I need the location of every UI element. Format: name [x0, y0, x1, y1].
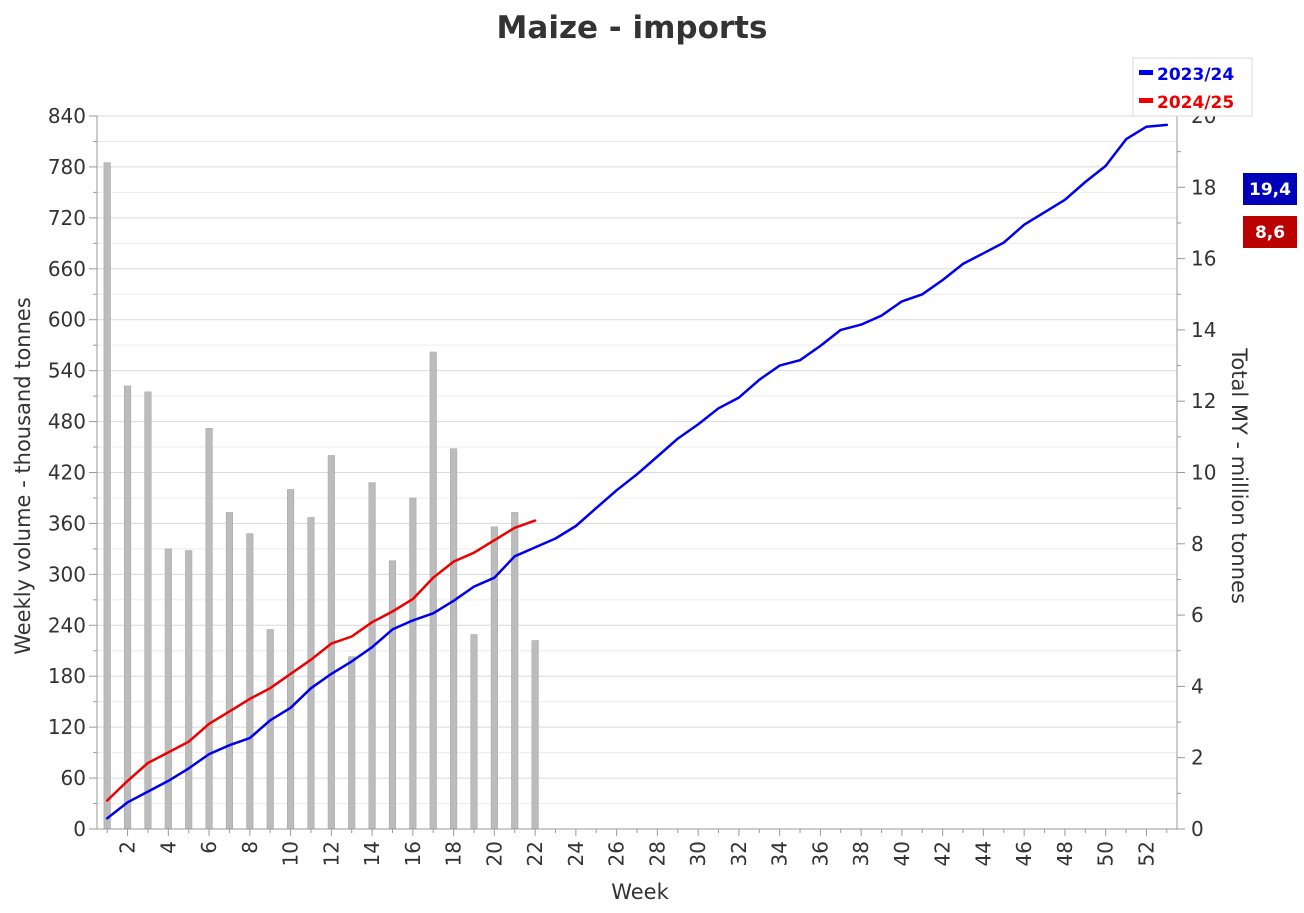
x-tick-label: 30 — [686, 841, 710, 866]
axes: 0601201802403003604204805406006607207808… — [48, 104, 1217, 866]
x-tick-label: 42 — [931, 841, 955, 866]
bar-week-7 — [225, 512, 234, 830]
bar-week-17 — [429, 351, 437, 830]
bar-week-4 — [164, 548, 172, 830]
y-left-tick-label: 360 — [48, 511, 86, 535]
x-tick-label: 12 — [319, 841, 343, 866]
y-left-tick-label: 420 — [48, 461, 86, 485]
bar-week-9 — [266, 629, 274, 830]
y-right-tick-label: 12 — [1191, 389, 1216, 413]
x-tick-label: 18 — [442, 841, 466, 866]
bar-week-6 — [205, 428, 213, 830]
x-tick-label: 24 — [564, 841, 588, 866]
y-axis-left-label: Weekly volume - thousand tonnes — [11, 297, 35, 655]
y-right-tick-label: 4 — [1191, 674, 1204, 698]
y-right-tick-label: 18 — [1191, 175, 1216, 199]
x-tick-label: 36 — [808, 841, 832, 866]
y-right-tick-label: 2 — [1191, 746, 1204, 770]
y-right-tick-label: 6 — [1191, 603, 1204, 627]
y-left-tick-label: 540 — [48, 359, 86, 383]
bar-week-2 — [124, 385, 132, 830]
y-left-tick-label: 480 — [48, 410, 86, 434]
bar-week-18 — [450, 448, 458, 830]
x-tick-label: 10 — [279, 841, 303, 866]
y-left-tick-label: 780 — [48, 155, 86, 179]
end-badge-2023-24 — [1243, 173, 1297, 205]
legend-swatch-2023-24 — [1139, 70, 1153, 75]
x-tick-label: 44 — [971, 841, 995, 866]
y-left-tick-label: 120 — [48, 715, 86, 739]
x-tick-label: 8 — [238, 841, 262, 854]
x-tick-label: 40 — [890, 841, 914, 866]
y-left-tick-label: 300 — [48, 562, 86, 586]
bar-week-13 — [348, 656, 356, 830]
x-tick-label: 20 — [482, 841, 506, 866]
bar-week-11 — [307, 517, 315, 830]
line-series-2023-24 — [105, 123, 1169, 820]
legend-label-2024-25: 2024/25 — [1157, 93, 1234, 113]
bar-week-20 — [490, 526, 498, 830]
x-tick-label: 52 — [1134, 841, 1158, 866]
bar-week-14 — [368, 482, 376, 830]
line-series-2024-25 — [105, 519, 537, 802]
legend: 2023/24 2024/25 — [1132, 57, 1253, 117]
y-axis-right-label: Total MY - million tonnes — [1227, 347, 1251, 604]
legend-swatch-2024-25 — [1139, 98, 1153, 103]
y-right-tick-label: 16 — [1191, 247, 1216, 271]
end-badge-2024-25 — [1243, 216, 1297, 248]
chart-title: Maize - imports — [497, 10, 768, 46]
grid-lines — [97, 115, 1177, 829]
bar-week-22 — [531, 640, 539, 830]
y-right-tick-label: 10 — [1191, 461, 1216, 485]
y-right-tick-label: 0 — [1191, 817, 1204, 841]
y-left-tick-label: 0 — [73, 817, 86, 841]
y-left-tick-label: 720 — [48, 206, 86, 230]
bar-week-1 — [103, 162, 111, 830]
legend-label-2023-24: 2023/24 — [1157, 65, 1234, 85]
y-left-tick-label: 840 — [48, 104, 86, 128]
end-value-badges: 19,4 8,6 — [1243, 173, 1297, 248]
end-label-2024-25: 8,6 — [1255, 223, 1285, 243]
y-left-tick-label: 660 — [48, 257, 86, 281]
y-right-tick-label: 8 — [1191, 532, 1204, 556]
x-axis-label: Week — [611, 880, 669, 904]
x-tick-label: 38 — [849, 841, 873, 866]
x-tick-label: 46 — [1012, 841, 1036, 866]
bar-week-15 — [388, 560, 397, 830]
bar-week-5 — [185, 550, 193, 830]
bar-week-16 — [409, 497, 417, 830]
x-tick-label: 28 — [645, 841, 669, 866]
x-tick-label: 26 — [605, 841, 629, 866]
x-tick-label: 4 — [156, 841, 180, 854]
y-left-tick-label: 600 — [48, 308, 86, 332]
bar-week-8 — [246, 533, 254, 830]
x-tick-label: 2 — [116, 841, 140, 854]
y-left-tick-label: 60 — [61, 766, 86, 790]
y-left-tick-label: 240 — [48, 613, 86, 637]
x-tick-label: 16 — [401, 841, 425, 866]
x-tick-label: 6 — [197, 841, 221, 854]
y-right-tick-label: 14 — [1191, 318, 1216, 342]
legend-box — [1132, 57, 1253, 117]
x-tick-label: 34 — [768, 841, 792, 866]
x-tick-label: 48 — [1053, 841, 1077, 866]
x-tick-label: 50 — [1094, 841, 1118, 866]
y-left-tick-label: 180 — [48, 664, 86, 688]
bar-week-19 — [470, 634, 478, 830]
end-label-2023-24: 19,4 — [1249, 180, 1291, 200]
bar-week-10 — [287, 489, 295, 830]
x-tick-label: 32 — [727, 841, 751, 866]
x-tick-label: 14 — [360, 841, 384, 866]
x-tick-label: 22 — [523, 841, 547, 866]
line-series — [105, 123, 1169, 820]
